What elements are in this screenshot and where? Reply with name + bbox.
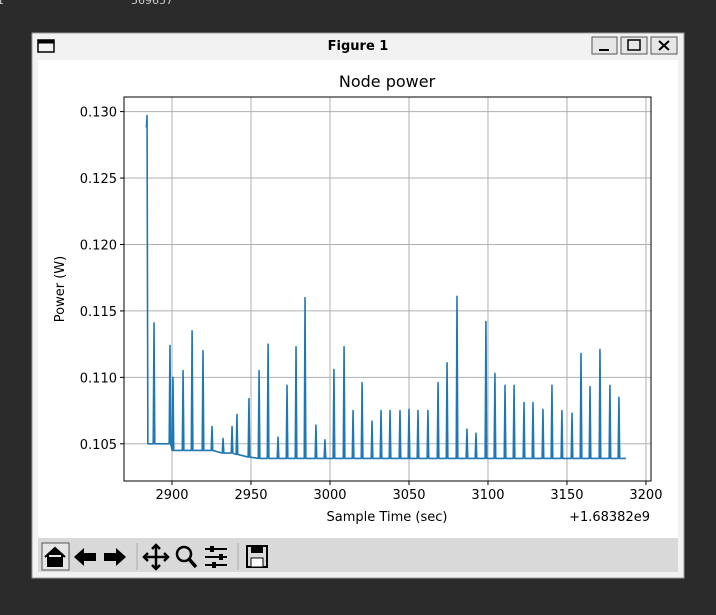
- y-tick-label: 0.130: [80, 106, 117, 121]
- save-button[interactable]: [246, 545, 268, 568]
- figure: [38, 60, 678, 538]
- pan-button[interactable]: [142, 543, 170, 571]
- x-tick-label: 3200: [629, 488, 662, 503]
- background-text: 569657: [131, 0, 173, 7]
- data-line: [145, 114, 626, 460]
- y-tick-label: 0.125: [80, 172, 117, 187]
- home-button[interactable]: [41, 542, 70, 571]
- x-tick-label: 3050: [392, 488, 425, 503]
- forward-button[interactable]: [104, 548, 126, 566]
- background-text: 1: [0, 0, 4, 7]
- back-button[interactable]: [74, 548, 96, 566]
- x-axis-label: Sample Time (sec): [327, 510, 448, 525]
- x-tick-label: 2900: [155, 488, 188, 503]
- configure-button[interactable]: [205, 546, 227, 568]
- window-title: Figure 1: [328, 39, 389, 54]
- axes-frame: [123, 96, 652, 482]
- maximize-button[interactable]: [620, 36, 648, 55]
- y-tick-label: 0.120: [80, 238, 117, 253]
- close-button[interactable]: [650, 36, 678, 55]
- y-tick-label: 0.105: [80, 438, 117, 453]
- window-icon: [37, 39, 55, 53]
- x-tick-label: 3100: [471, 488, 504, 503]
- x-tick-label: 3000: [313, 488, 346, 503]
- plot-area: 2900 2950 3000 3050 3100 3150 3200 0.105 0.110 0.…: [80, 97, 662, 503]
- y-tick-label: 0.115: [80, 305, 117, 320]
- x-offset-label: +1.68382e9: [569, 510, 650, 525]
- y-axis-label: Power (W): [53, 256, 68, 322]
- chart-title: Node power: [339, 72, 436, 91]
- toolbar: [38, 538, 678, 572]
- minimize-button[interactable]: [591, 36, 618, 55]
- x-tick-label: 3150: [550, 488, 583, 503]
- x-tick-label: 2950: [234, 488, 267, 503]
- y-tick-label: 0.110: [80, 371, 117, 386]
- zoom-button[interactable]: [175, 545, 198, 569]
